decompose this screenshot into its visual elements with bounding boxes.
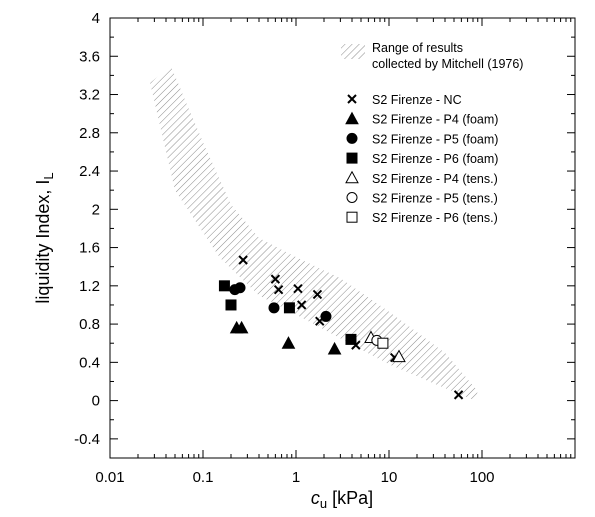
data-point-s3-2 — [283, 302, 295, 314]
data-point-s1-1 — [234, 320, 249, 334]
legend-label-1: S2 Firenze - P4 (foam) — [372, 113, 498, 127]
x-tick-label-0: 0.01 — [95, 469, 124, 486]
x-tick-label-3: 10 — [381, 469, 398, 486]
legend-label-4: S2 Firenze - P4 (tens.) — [372, 172, 498, 186]
data-point-s1-2 — [281, 336, 296, 349]
legend-marker-6 — [346, 211, 358, 223]
data-point-s0-0 — [238, 255, 248, 265]
x-axis-label-subscript: u — [320, 496, 327, 511]
data-point-s3-3 — [345, 333, 357, 345]
legend-band-label-line-0: Range of results — [372, 41, 463, 55]
y-tick-label-7: 2.4 — [79, 163, 100, 180]
y-tick-label-5: 1.6 — [79, 240, 100, 257]
x-tick-label-4: 100 — [469, 469, 494, 486]
x-axis-label: cu [kPa] — [311, 488, 373, 511]
legend-band-label-line-1: collected by Mitchell (1976) — [372, 57, 523, 71]
data-point-s0-2 — [273, 284, 284, 295]
data-point-s3-0 — [218, 280, 230, 292]
legend-label-3: S2 Firenze - P6 (foam) — [372, 152, 498, 166]
data-point-s0-3 — [293, 283, 303, 294]
x-tick-label-1: 0.1 — [193, 469, 214, 486]
band-layer — [150, 65, 478, 401]
points-layer — [218, 255, 464, 400]
y-tick-label-1: 0 — [92, 393, 100, 410]
y-tick-label-4: 1.2 — [79, 278, 100, 295]
y-tick-label-10: 3.6 — [79, 48, 100, 65]
data-point-s1-3 — [327, 341, 342, 355]
x-tick-label-2: 1 — [292, 469, 300, 486]
ticklabels-layer: 0.01 0.1 1 10 100 -0.4 0 0.4 0.8 1.2 1.6 2 2.4 2.8 3.2… — [74, 10, 494, 486]
data-point-s0-5 — [312, 289, 323, 300]
legend-marker-2 — [346, 132, 358, 144]
data-point-s0-9 — [453, 390, 464, 400]
legend-marker-0 — [347, 94, 357, 104]
legend: Range of results collected by Mitchell (1… — [341, 41, 523, 225]
legend-label-2: S2 Firenze - P5 (foam) — [372, 132, 498, 146]
mitchell-range-band — [150, 65, 478, 401]
data-point-s6-0 — [377, 337, 389, 349]
ticks-layer — [109, 17, 575, 459]
y-tick-label-11: 4 — [92, 10, 100, 27]
legend-marker-1 — [345, 111, 359, 125]
legend-marker-5 — [346, 192, 358, 203]
data-point-s2-3 — [320, 310, 332, 322]
y-axis-label-subscript: L — [41, 172, 56, 179]
legend-label-5: S2 Firenze - P5 (tens.) — [372, 192, 498, 206]
legend-marker-3 — [346, 152, 358, 164]
data-point-s2-1 — [234, 282, 246, 294]
data-point-s4-1 — [392, 349, 406, 363]
data-point-s0-4 — [296, 300, 307, 310]
plot-frame — [109, 17, 576, 459]
legend-band-swatch — [341, 44, 365, 59]
x-axis-label-unit: [kPa] — [327, 488, 373, 508]
y-axis-label-main: liquidity Index, I — [33, 180, 53, 304]
data-point-s3-1 — [225, 299, 237, 311]
y-tick-label-9: 3.2 — [79, 87, 100, 104]
legend-marker-4 — [345, 170, 359, 184]
y-tick-label-6: 2 — [92, 201, 100, 218]
legend-label-6: S2 Firenze - P6 (tens.) — [372, 211, 498, 225]
y-tick-label-3: 0.8 — [79, 316, 100, 333]
x-axis-label-symbol: c — [311, 488, 320, 508]
y-tick-label-0: -0.4 — [74, 431, 100, 448]
legend-label-0: S2 Firenze - NC — [372, 93, 462, 107]
y-tick-label-2: 0.4 — [79, 354, 100, 371]
data-point-s2-2 — [268, 302, 280, 314]
y-tick-label-8: 2.8 — [79, 125, 100, 142]
y-axis-label: liquidity Index, IL — [33, 172, 56, 303]
data-point-s0-1 — [270, 274, 281, 284]
